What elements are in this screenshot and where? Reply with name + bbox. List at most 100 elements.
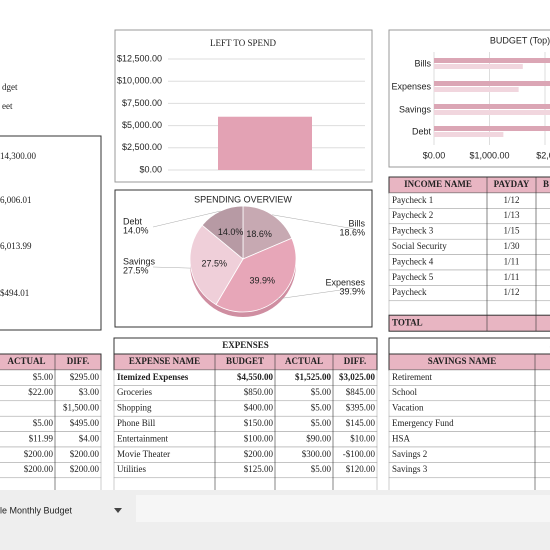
table-cell: Paycheck 5 — [392, 272, 434, 282]
column-header: DIFF. — [67, 356, 89, 366]
sheet-title: dget — [2, 82, 18, 92]
legend-value: 18.6% — [339, 227, 365, 237]
table-cell: 1/15 — [503, 226, 520, 236]
total-row — [388, 314, 550, 332]
table-cell: $1,500.00 — [63, 403, 100, 413]
slice-label: 18.6% — [246, 229, 272, 239]
bar — [434, 110, 550, 115]
table-cell: 1/13 — [503, 210, 520, 220]
table-cell: Paycheck 3 — [392, 226, 434, 236]
sheet-tab[interactable]: le Monthly Budget — [0, 505, 73, 515]
table-title: EXPENSES — [222, 340, 269, 350]
table-cell: 1/12 — [503, 195, 519, 205]
sheet-title: eet — [2, 101, 13, 111]
chart-panel — [114, 189, 373, 328]
bar — [434, 126, 550, 131]
slice-label: 39.9% — [249, 275, 275, 285]
table-cell: Social Security — [392, 241, 447, 251]
summary-value: $494.01 — [0, 288, 29, 298]
table-cell: $845.00 — [346, 387, 376, 397]
y-tick-label: $0.00 — [139, 164, 162, 174]
table-cell: Emergency Fund — [392, 418, 454, 428]
total-label: TOTAL — [392, 317, 423, 327]
column-header: INCOME NAME — [404, 179, 472, 189]
pie-slice — [189, 224, 244, 306]
bar — [434, 81, 550, 86]
table-cell: 1/11 — [504, 256, 520, 266]
y-tick-label: Expenses — [391, 81, 431, 91]
x-tick-label: $0.00 — [423, 150, 446, 160]
chart-panel — [388, 29, 550, 168]
summary-value: 6,013.99 — [0, 241, 32, 251]
y-tick-label: Bills — [414, 58, 431, 68]
y-tick-label: $12,500.00 — [117, 53, 162, 63]
table-cell: $850.00 — [244, 387, 274, 397]
bar — [434, 58, 550, 63]
table-cell: 1/12 — [503, 287, 519, 297]
table-cell: Paycheck 1 — [392, 195, 433, 205]
table-cell: $200.00 — [24, 449, 54, 459]
table-cell: Movie Theater — [117, 449, 170, 459]
table-cell: $400.00 — [244, 403, 274, 413]
pie-slice — [242, 205, 293, 260]
table-cell: Savings 2 — [392, 449, 427, 459]
table-cell: Savings 3 — [392, 464, 428, 474]
column-header: ACTUAL — [7, 356, 45, 366]
chart-title: LEFT TO SPEND — [210, 38, 277, 48]
table-cell: $200.00 — [70, 449, 100, 459]
legend-value: 27.5% — [123, 265, 149, 275]
tab-menu-arrow[interactable] — [114, 508, 122, 513]
plot — [433, 52, 550, 145]
x-tick-label: $1,000.00 — [469, 150, 509, 160]
table-cell: $150.00 — [244, 418, 274, 428]
leader-line — [152, 266, 191, 269]
table-cell: Paycheck 4 — [392, 256, 434, 266]
table-cell: Groceries — [117, 387, 152, 397]
y-tick-label: $10,000.00 — [117, 76, 162, 86]
table-cell: $5.00 — [311, 387, 332, 397]
table-cell: $90.00 — [306, 433, 331, 443]
table-cell: Shopping — [117, 403, 152, 413]
table-cell: Entertainment — [117, 433, 168, 443]
column-header: EXPENSE NAME — [129, 356, 200, 366]
table-cell: 1/30 — [503, 241, 520, 251]
table-cell: $5.00 — [33, 372, 54, 382]
table-cell: HSA — [392, 433, 411, 443]
table-cell: $125.00 — [244, 464, 274, 474]
table-cell: Paycheck 2 — [392, 210, 433, 220]
column-header: DIFF. — [344, 356, 366, 366]
table-cell: $4,550.00 — [237, 372, 274, 382]
x-tick-label: $2,0 — [536, 150, 550, 160]
table-cell: School — [392, 387, 418, 397]
slice-label: 27.5% — [202, 258, 228, 268]
bar — [218, 116, 312, 170]
table-cell: $200.00 — [244, 449, 274, 459]
legend-label: Expenses — [325, 277, 365, 287]
table-cell: $5.00 — [311, 464, 332, 474]
y-tick-label: Debt — [412, 126, 432, 136]
legend-label: Debt — [123, 216, 143, 226]
table-cell: $3,025.00 — [339, 372, 376, 382]
bar — [434, 132, 504, 137]
leader-line — [277, 287, 356, 300]
y-tick-label: $2,500.00 — [122, 142, 162, 152]
table-row — [388, 431, 550, 448]
table-cell: $120.00 — [346, 464, 376, 474]
table-cell: Utilities — [117, 464, 146, 474]
table-cell: $300.00 — [302, 449, 332, 459]
bar — [434, 104, 550, 109]
table-cell: $295.00 — [70, 372, 100, 382]
table-cell: Itemized Expenses — [117, 372, 189, 382]
legend-label: Savings — [123, 256, 156, 266]
table-cell: $5.00 — [33, 418, 54, 428]
table-title-row — [388, 337, 550, 355]
chart-title: SPENDING OVERVIEW — [194, 194, 292, 204]
table-cell: Vacation — [392, 403, 424, 413]
table-cell: $495.00 — [70, 418, 100, 428]
bar — [434, 87, 519, 92]
table-cell: $11.99 — [29, 433, 54, 443]
table-row — [388, 300, 550, 317]
table-cell: $145.00 — [346, 418, 376, 428]
y-tick-label: $7,500.00 — [122, 98, 162, 108]
